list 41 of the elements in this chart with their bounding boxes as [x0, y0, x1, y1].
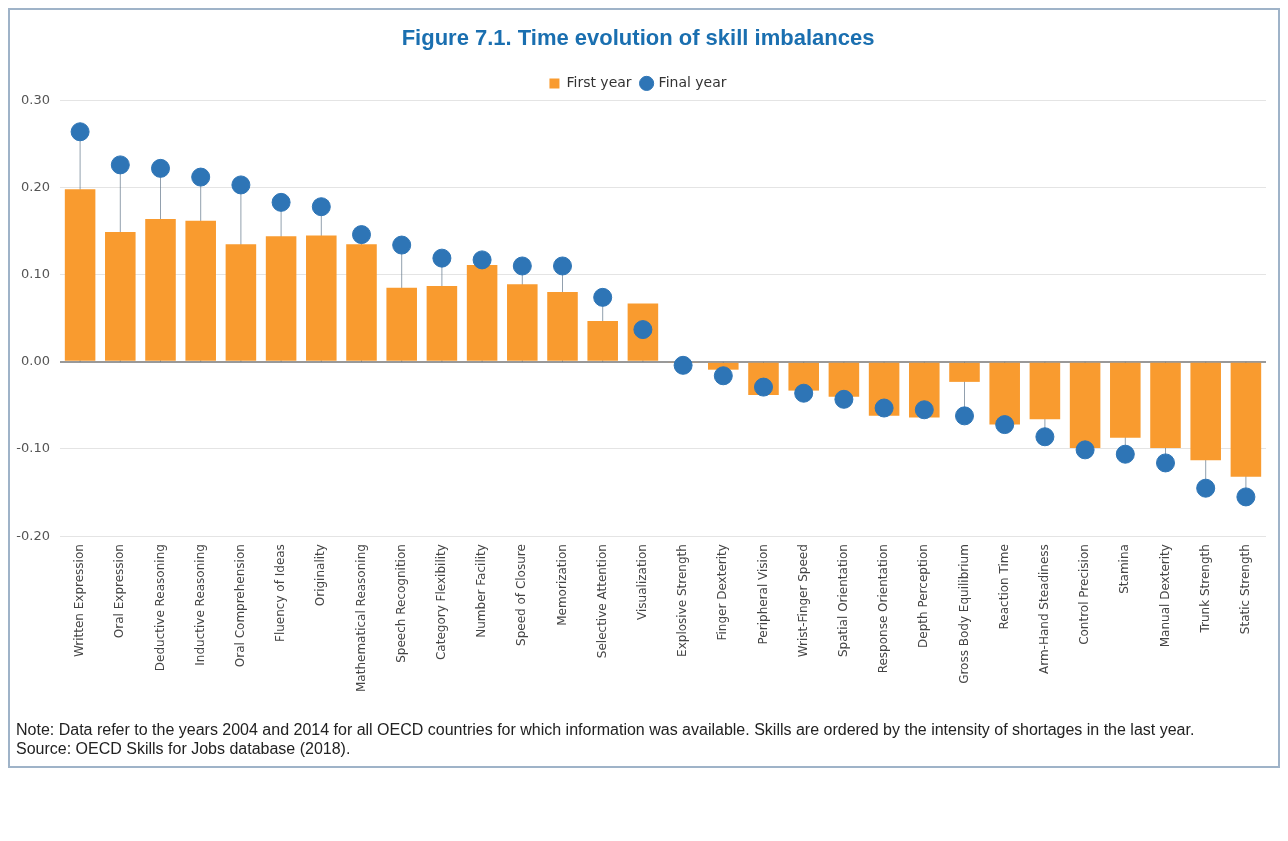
- x-tick-label: Speed of Closure: [514, 544, 529, 646]
- x-tick-label: Stamina: [1117, 544, 1132, 594]
- legend-label: First year: [566, 74, 632, 91]
- x-tick-label: Control Precision: [1077, 544, 1092, 645]
- x-tick-label: Memorization: [554, 544, 569, 626]
- y-tick-label: -0.10: [16, 440, 50, 456]
- x-tick-label: Inductive Reasoning: [192, 544, 207, 666]
- x-tick-label: Selective Attention: [594, 544, 609, 659]
- text: Note: Data refer to the years 2004 and 2014 for all OECD countries for which information was available. Skills are ordered by the intensity of shortages in the last year.: [16, 720, 1196, 740]
- x-tick-label: Originality: [313, 544, 328, 607]
- x-tick-label: Response Orientation: [876, 544, 891, 674]
- source-note: Source: OECD Skills for Jobs database (2018).: [16, 739, 352, 759]
- x-tick-label: Depth Perception: [916, 544, 931, 648]
- x-tick-label: Speech Recognition: [393, 544, 408, 663]
- y-tick-label: 0.10: [21, 266, 50, 282]
- x-tick-label: Category Flexibility: [434, 544, 449, 661]
- x-tick-label: Gross Body Equilibrium: [956, 544, 971, 684]
- x-tick-label: Visualization: [635, 544, 650, 620]
- x-tick-label: Spatial Orientation: [836, 544, 851, 657]
- y-tick-label: 0.20: [21, 178, 50, 194]
- x-tick-label: Reaction Time: [996, 544, 1011, 630]
- x-tick-label: Number Facility: [474, 544, 489, 638]
- y-tick-label: 0.30: [21, 91, 50, 107]
- x-tick-label: Oral Comprehension: [233, 544, 248, 668]
- y-tick-label: 0.00: [21, 353, 50, 369]
- x-tick-label: Mathematical Reasoning: [353, 544, 368, 692]
- x-tick-label: Arm-Hand Steadiness: [1037, 544, 1052, 674]
- x-tick-label: Written Expression: [72, 544, 87, 658]
- x-tick-label: Fluency of Ideas: [273, 544, 288, 642]
- x-tick-label: Manual Dexterity: [1157, 544, 1172, 648]
- x-tick-label: Deductive Reasoning: [152, 544, 167, 672]
- y-tick-label: -0.20: [16, 527, 50, 543]
- legend-label: Final year: [658, 74, 727, 91]
- x-tick-label: Wrist-Finger Speed: [795, 544, 810, 658]
- x-tick-label: Peripheral Vision: [755, 544, 770, 645]
- x-tick-label: Trunk Strength: [1197, 544, 1212, 634]
- chart-title: Figure 7.1. Time evolution of skill imbalances: [401, 25, 875, 51]
- x-tick-label: Explosive Strength: [675, 544, 690, 657]
- x-tick-label: Finger Dexterity: [715, 544, 730, 641]
- x-tick-label: Static Strength: [1238, 544, 1253, 635]
- x-tick-label: Oral Expression: [112, 544, 127, 639]
